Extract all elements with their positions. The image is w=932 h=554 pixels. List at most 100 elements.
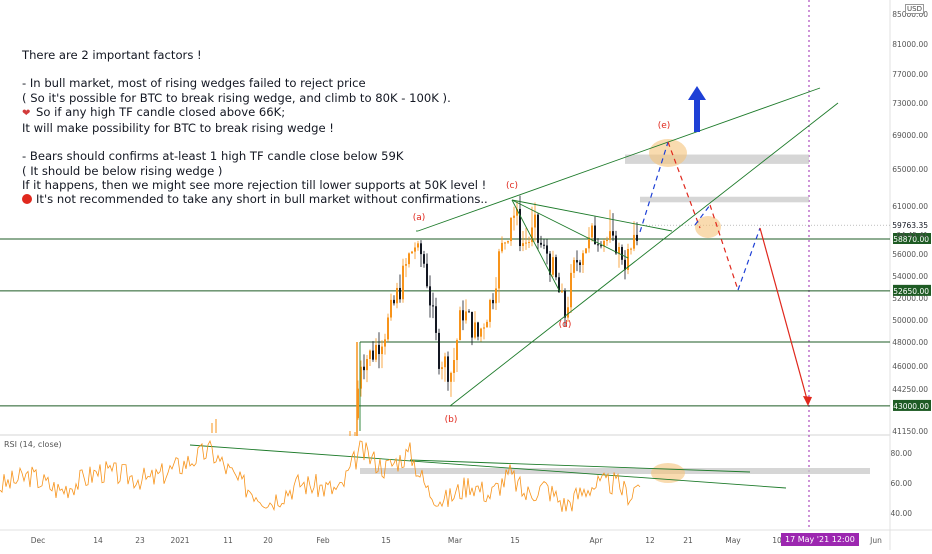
candle-body — [420, 243, 422, 255]
note-line-text: It will make possibility for BTC to brea… — [22, 121, 334, 136]
note-line: There are 2 important factors ! — [22, 48, 432, 62]
candle-body — [417, 243, 419, 248]
candle-body — [423, 254, 425, 264]
candle-body — [504, 242, 506, 244]
level-price-tag — [893, 284, 931, 296]
candle-body — [411, 251, 413, 254]
candle-body — [594, 225, 596, 245]
candle-body — [588, 237, 590, 249]
candle-body — [492, 299, 494, 304]
x-tick-label: 15 — [381, 536, 391, 545]
candle-body — [615, 235, 617, 254]
candle-body — [591, 225, 593, 238]
candle-body — [570, 272, 572, 308]
candle-body — [477, 322, 479, 337]
candle-body — [375, 344, 377, 360]
candle-body — [381, 346, 383, 355]
note-line-text: - In bull market, most of rising wedges … — [22, 76, 366, 91]
x-tick-label: Mar — [448, 536, 463, 545]
candle-body — [456, 340, 458, 361]
candle-body — [567, 307, 569, 318]
y-tick-label: 65000.00 — [892, 165, 928, 174]
bearish-arrow-head — [803, 396, 812, 406]
note-line: It will make possibility for BTC to brea… — [22, 121, 432, 135]
rsi-trend-line — [189, 444, 787, 489]
bearish-projection — [709, 204, 739, 291]
rsi-tick-label: 80.00 — [891, 449, 913, 458]
highlight-ellipse — [651, 463, 685, 483]
level-price-tag — [893, 399, 931, 411]
candle-body — [525, 242, 527, 244]
note-line: - Bears should confirms at-least 1 high … — [22, 149, 432, 163]
note-line-text: ( It should be below rising wedge ) — [22, 163, 223, 178]
candle-body — [438, 332, 440, 369]
candle-body — [378, 344, 380, 355]
currency-label[interactable]: USD — [905, 4, 924, 14]
y-tick-label: 85000.00 — [892, 10, 928, 19]
candle-body — [630, 248, 632, 250]
pushpin-icon: ❤ — [22, 107, 31, 119]
candle-body — [534, 214, 536, 228]
candle-body — [390, 299, 392, 318]
candle-body — [558, 277, 560, 293]
candle-body — [444, 356, 446, 368]
bullish-projection — [737, 227, 761, 291]
x-tick-label: 15 — [510, 536, 520, 545]
candle-body — [606, 240, 608, 242]
candle-body — [540, 242, 542, 245]
x-tick-label: May — [725, 536, 741, 545]
resistance-zone — [640, 196, 809, 203]
candle-body — [528, 242, 530, 244]
candle-body — [495, 288, 497, 304]
note-line-text: If it happens, then we might see more re… — [22, 177, 487, 192]
candle-body — [474, 322, 476, 338]
candle-body — [585, 248, 587, 254]
candle-body — [441, 367, 443, 369]
candle-body — [612, 231, 614, 236]
candle-body — [600, 245, 602, 247]
trend-line — [511, 199, 673, 232]
wave-label: (d) — [559, 320, 572, 330]
note-line: ( It should be below rising wedge ) — [22, 164, 432, 178]
x-tick-label: 10 — [772, 536, 782, 545]
rsi-indicator-label[interactable]: RSI (14, close) — [4, 440, 62, 449]
note-line: It's not recommended to take any short i… — [22, 192, 488, 206]
bullish-projection — [694, 204, 711, 226]
trend-line — [511, 199, 561, 293]
candle-body — [561, 290, 563, 293]
candle-body — [498, 251, 500, 289]
x-tick-label: 12 — [645, 536, 655, 545]
candle-body — [453, 360, 455, 373]
y-tick-label: 41150.00 — [892, 427, 928, 436]
x-tick-label: Dec — [31, 536, 46, 545]
candle-body — [624, 259, 626, 270]
note-line — [22, 62, 432, 76]
candle-body — [621, 247, 623, 260]
candle-body — [426, 263, 428, 287]
candle-body — [636, 234, 638, 241]
x-tick-label: 23 — [135, 536, 145, 545]
analysis-note: There are 2 important factors ! - In bul… — [22, 48, 488, 206]
level-price-tag-text: 43000.00 — [893, 402, 929, 411]
candle-body — [609, 231, 611, 241]
candle-body — [468, 311, 470, 313]
candle-body — [603, 240, 605, 247]
candle-body — [543, 244, 545, 246]
candle-body — [447, 356, 449, 382]
y-tick-label: 77000.00 — [892, 70, 928, 79]
rsi-tick-label: 60.00 — [891, 479, 913, 488]
candle-body — [483, 327, 485, 329]
candle-body — [555, 257, 557, 278]
candle-body — [471, 311, 473, 338]
y-tick-label: 73000.00 — [892, 99, 928, 108]
candle-body — [384, 339, 386, 347]
wave-label: (b) — [445, 415, 458, 425]
candle-body — [633, 234, 635, 249]
note-line-text — [22, 135, 26, 149]
candle-body — [627, 248, 629, 270]
candle-body — [582, 253, 584, 265]
x-tick-label: 2021 — [170, 536, 189, 545]
candle-body — [450, 372, 452, 382]
bearish-projection — [667, 141, 701, 229]
x-tick-label: 14 — [93, 536, 103, 545]
